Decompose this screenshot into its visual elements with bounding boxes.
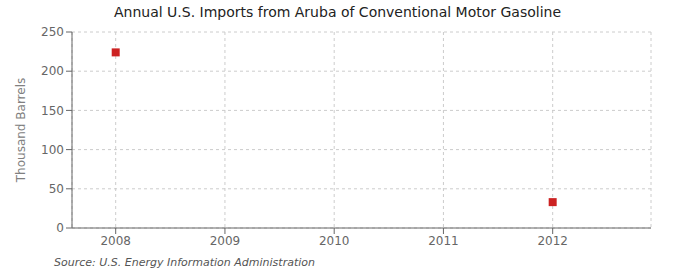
svg-text:2009: 2009 bbox=[210, 234, 241, 248]
svg-text:2011: 2011 bbox=[428, 234, 459, 248]
svg-text:2012: 2012 bbox=[537, 234, 568, 248]
svg-text:2010: 2010 bbox=[319, 234, 350, 248]
svg-text:250: 250 bbox=[41, 25, 64, 39]
html-text:Source: U.S. Energy Informatio: Source: U.S. Energy Information Administ… bbox=[54, 256, 315, 269]
svg-text:100: 100 bbox=[41, 143, 64, 157]
svg-text:Thousand Barrels: Thousand Barrels bbox=[14, 78, 28, 183]
html-text:Annual U.S. Imports from Aruba: Annual U.S. Imports from Aruba of Conven… bbox=[114, 4, 561, 20]
svg-text:200: 200 bbox=[41, 64, 64, 78]
svg-text:50: 50 bbox=[49, 182, 64, 196]
svg-text:0: 0 bbox=[56, 221, 64, 235]
svg-text:150: 150 bbox=[41, 104, 64, 118]
svg-text:2008: 2008 bbox=[100, 234, 131, 248]
